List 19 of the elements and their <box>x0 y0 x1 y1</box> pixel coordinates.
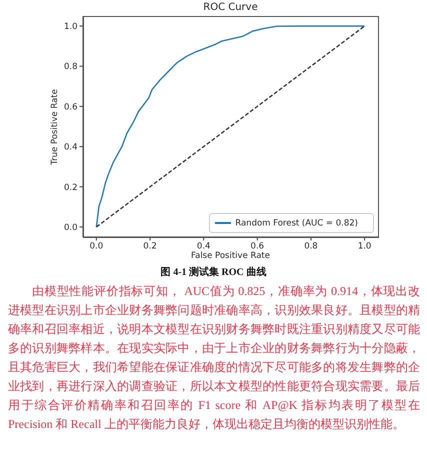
y-tick-label: 0.8 <box>64 62 78 72</box>
x-tick-label: 0.8 <box>304 242 318 252</box>
line-series <box>96 25 366 228</box>
text: 由模型性能评价指标可知， AUC值为 0.825，准确率为 0.914，体现出改进模型在识别上市企业财务舞弊问题时准确率高，识别效果良好。且模型的精确率和召回率相近，说明本文模型在识别财务舞弊时既注重识别精度又尽可能多的识别舞弊样本。在现实实际中，由于上市企业的财务舞弊行为十分隐蔽，且其危害巨大，我们希望能在保证准确度的情况下尽可能多的将发生舞弊的企业找到，再进行深入的调查验证，所以本文模型的性能更符合现实需要。最后用于综合评价精确率和召回率的 F1 score 和 AP@K 指标均表明了模型在 Precision 和 Recall 上的平衡能力良好，体现出稳定且均衡的模型识别性能。 <box>8 283 420 434</box>
y-tick-label: 0.4 <box>64 142 78 153</box>
x-axis-title: False Positive Rate <box>190 251 271 262</box>
y-axis-title: True Positive Rate <box>49 88 61 167</box>
x-tick-label: 1.0 <box>358 242 372 252</box>
x-tick-label: 0.2 <box>143 242 157 252</box>
chart-title: ROC Curve <box>202 1 259 14</box>
y-tick-label: 0.2 <box>64 182 78 193</box>
x-tick-label: 0.6 <box>250 242 264 252</box>
caption: 图 4-1 测试集 ROC 曲线 <box>160 266 268 280</box>
y-tick-label: 0.6 <box>64 102 78 112</box>
x-tick-label: 0.4 <box>196 242 210 252</box>
legend-label: Random Forest (AUC = 0.82) <box>235 218 358 228</box>
x-tick-label: 0.0 <box>90 242 104 252</box>
y-tick-label: 0.0 <box>64 222 78 233</box>
y-tick-label: 1.0 <box>64 22 78 32</box>
